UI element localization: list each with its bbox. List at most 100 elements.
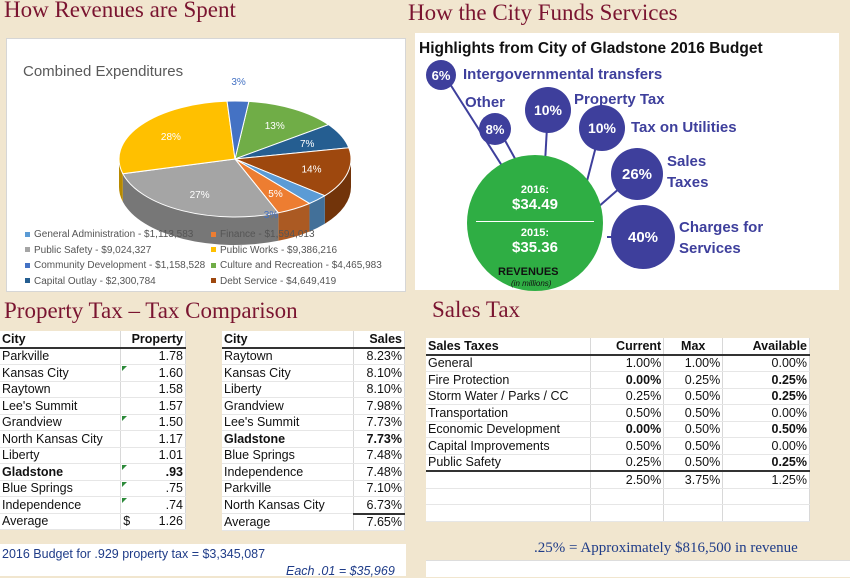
pie-slice — [234, 147, 352, 197]
cell-city: Blue Springs — [0, 480, 122, 497]
each-note: Each .01 = $35,969 — [286, 564, 395, 578]
cell-value: 0.25% — [722, 454, 810, 472]
cell-city: North Kansas City — [222, 496, 355, 514]
cell-value: 0.50% — [663, 388, 724, 405]
cell-city: Independence — [222, 463, 355, 481]
cell-city: Blue Springs — [222, 447, 355, 464]
label-other: Other — [465, 94, 506, 111]
legend-swatch — [211, 247, 216, 253]
cell-value: 7.98% — [353, 397, 405, 415]
cell-value: 0.00% — [590, 371, 665, 389]
cell-value: 8.10% — [353, 381, 405, 398]
sales-comparison-table: City Sales Raytown 8.23% Kansas City 8.10% L… — [222, 331, 405, 531]
cell-tax-name: Fire Protection — [426, 371, 591, 389]
cell-value: 8.23% — [353, 347, 405, 365]
table-row: Liberty 1.01 — [0, 447, 186, 464]
cell-value: 0.25% — [722, 371, 810, 389]
cell-city: Raytown — [222, 347, 355, 365]
pie-slice-side — [119, 159, 123, 202]
header-current: Current — [590, 338, 665, 356]
revenues-sublabel: (in millions) — [511, 279, 552, 288]
table-row-totals: 2.50% 3.75% 1.25% — [426, 470, 810, 489]
cell-empty — [663, 504, 724, 522]
pie-data-label: 13% — [265, 121, 285, 132]
legend-label: Debt Service - $4,649,419 — [220, 275, 337, 287]
table-row: North Kansas City 1.17 — [0, 430, 186, 448]
legend-item: Culture and Recreation - $4,465,983 — [211, 258, 382, 274]
cell-tax-name: Economic Development — [426, 421, 591, 438]
cell-city: North Kansas City — [0, 430, 122, 448]
cell-value: 7.48% — [353, 463, 405, 481]
legend-swatch — [211, 231, 216, 237]
legend-swatch — [25, 262, 30, 268]
legend-label: Community Development - $1,158,528 — [34, 260, 206, 271]
cell-empty — [722, 504, 810, 522]
table-row: Public Safety 0.25% 0.50% 0.25% — [426, 454, 810, 472]
cell-value: 0.25% — [590, 454, 665, 472]
table-row: Blue Springs 7.48% — [222, 447, 405, 464]
year-2015-label: 2015: — [520, 227, 550, 239]
table-row: Lee's Summit 7.73% — [222, 414, 405, 431]
cell-value: 0.00% — [722, 437, 810, 455]
label-charges: Charges for Services — [679, 219, 764, 257]
table-row-empty — [426, 488, 810, 505]
cell-empty — [426, 504, 591, 522]
bubble-charges: 40% — [611, 205, 675, 269]
cell-value: 1.78 — [120, 347, 186, 365]
pie-data-label: 3% — [264, 210, 279, 221]
cell-city: Lee's Summit — [222, 414, 355, 431]
cell-tax-name: Storm Water / Parks / CC — [426, 388, 591, 405]
cell-value: 7.48% — [353, 447, 405, 464]
header-max: Max — [663, 338, 724, 356]
section-title-property: Property Tax – Tax Comparison — [4, 298, 298, 323]
budget-note: 2016 Budget for .929 property tax = $3,3… — [2, 547, 266, 561]
table-row: Raytown 8.23% — [222, 347, 405, 365]
cell-city: Kansas City — [222, 364, 355, 382]
pie-slice — [234, 100, 330, 160]
bubble-intergovernmental: 6% — [426, 60, 456, 90]
pie-slice-side — [122, 173, 279, 246]
cell-value: 6.73% — [353, 496, 405, 515]
table-row: North Kansas City 6.73% — [222, 496, 405, 515]
table-row: Kansas City 8.10% — [222, 364, 405, 382]
legend-item: General Administration - $1,113,583 — [25, 227, 193, 243]
table-row: Lee's Summit 1.57 — [0, 397, 186, 415]
cell-value: 1.00% — [590, 354, 665, 372]
pie-data-label: 28% — [161, 132, 181, 143]
table-row: Capital Improvements 0.50% 0.50% 0.00% — [426, 437, 810, 455]
cell-value: 8.10% — [353, 364, 405, 382]
cell-total: 3.75% — [663, 470, 724, 489]
revenue-note: .25% = Approximately $816,500 in revenue — [534, 540, 798, 556]
table-row: Grandview 7.98% — [222, 397, 405, 415]
pie-data-label: 3% — [231, 77, 246, 88]
legend-label: Finance - $1,594,013 — [220, 229, 315, 240]
cell-city: Liberty — [222, 381, 355, 398]
revenues-label: REVENUES — [498, 266, 559, 278]
cell-value: .93 — [120, 463, 186, 481]
pie-data-label: 14% — [302, 165, 322, 176]
table-row: Blue Springs .75 — [0, 480, 186, 497]
cell-value: 0.50% — [663, 404, 724, 422]
cell-value: 7.10% — [353, 480, 405, 497]
cell-value: 7.73% — [353, 430, 405, 448]
bubble-other: 8% — [479, 113, 511, 145]
cell-average-label: Average — [222, 513, 355, 531]
cell-value: 1.58 — [120, 381, 186, 398]
table-row: Economic Development 0.00% 0.50% 0.50% — [426, 421, 810, 438]
year-2016-label: 2016: — [520, 184, 550, 196]
pie-slice-side — [324, 159, 351, 224]
legend-item: Debt Service - $4,649,419 — [211, 274, 336, 290]
cell-value: 0.25% — [590, 388, 665, 405]
header-city: City — [0, 331, 122, 349]
table-row: Transportation 0.50% 0.50% 0.00% — [426, 404, 810, 422]
label-intergovernmental: Intergovernmental transfers — [463, 66, 663, 83]
pie-slice-side — [278, 203, 310, 241]
legend-swatch — [25, 231, 30, 237]
table-row: Parkville 7.10% — [222, 480, 405, 497]
sales-tax-table-footer — [426, 560, 850, 577]
bubble-utilities: 10% — [579, 105, 625, 151]
property-notes: 2016 Budget for .929 property tax = $3,3… — [0, 544, 406, 578]
average-currency: $ — [123, 514, 131, 529]
average-number: 1.26 — [158, 514, 183, 529]
cell-value: 1.00% — [663, 354, 724, 372]
